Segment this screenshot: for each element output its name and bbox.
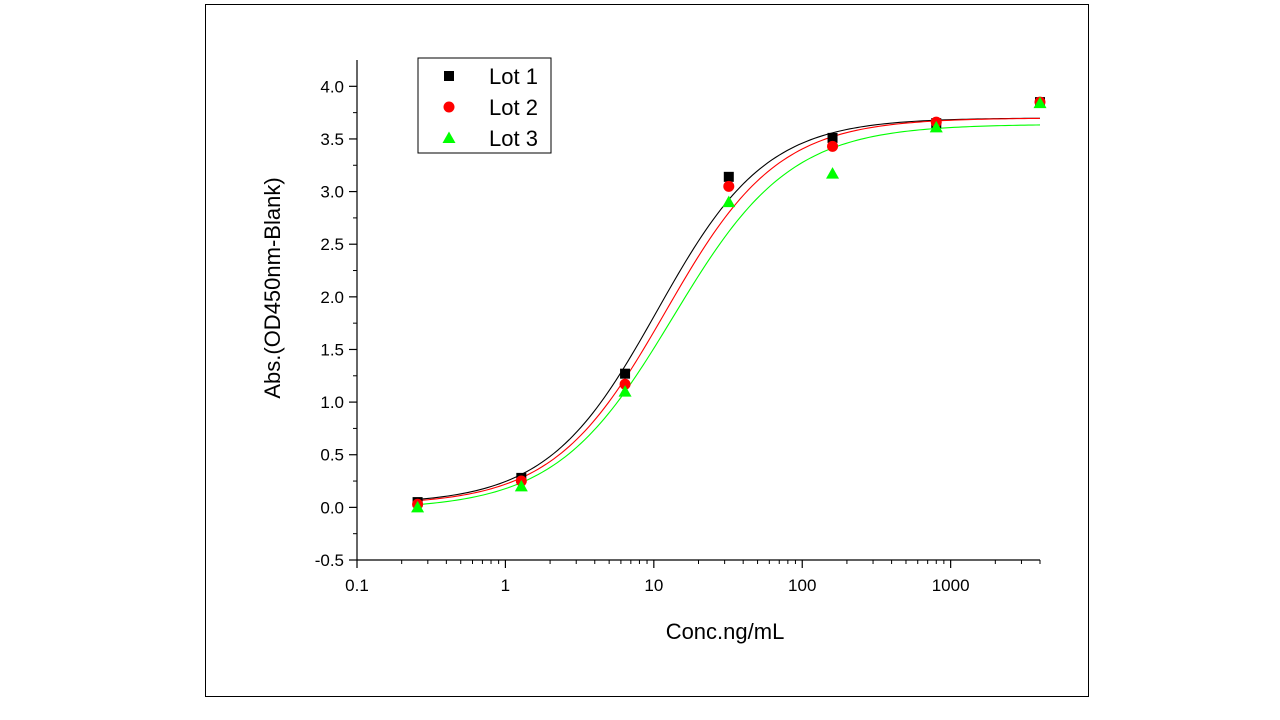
data-point-lot-2 — [619, 378, 631, 390]
data-point-lot-3 — [722, 195, 736, 208]
data-point-lot-3 — [618, 385, 632, 397]
legend: Lot 1 Lot 2 Lot 3 — [417, 57, 552, 154]
y-tick-label: 2.0 — [320, 288, 344, 307]
legend-label-lot-1: Lot 1 — [489, 64, 538, 89]
legend-marker-lot-3 — [442, 131, 456, 143]
y-tick-label: 2.5 — [320, 235, 344, 254]
x-tick-label: 1 — [501, 576, 510, 595]
y-tick-label: 3.5 — [320, 130, 344, 149]
y-tick-label: 3.0 — [320, 183, 344, 202]
y-tick-label: -0.5 — [315, 551, 344, 570]
x-tick-label: 0.1 — [345, 576, 369, 595]
legend-marker-lot-2 — [443, 101, 455, 113]
data-markers — [411, 96, 1047, 513]
y-tick-label: 1.5 — [320, 340, 344, 359]
x-axis-title: Conc.ng/mL — [666, 619, 785, 644]
axes: 0.1 1 10 100 1000 -0.5 0.0 0.5 1.0 1.5 2.0 2.5 3.0 3.… — [315, 60, 1041, 595]
data-point-lot-1 — [723, 171, 734, 182]
x-tick-label: 100 — [788, 576, 816, 595]
legend-marker-lot-1 — [444, 71, 454, 81]
data-point-lot-1 — [620, 368, 631, 379]
data-point-lot-2 — [827, 140, 839, 152]
legend-box — [417, 57, 552, 154]
y-tick-label: 4.0 — [320, 77, 344, 96]
x-tick-label: 10 — [644, 576, 663, 595]
data-point-lot-3 — [826, 167, 840, 179]
y-axis-title: Abs.(OD450nm-Blank) — [260, 177, 285, 398]
y-tick-label: 0.0 — [320, 498, 344, 517]
y-tick-label: 0.5 — [320, 446, 344, 465]
legend-label-lot-2: Lot 2 — [489, 95, 538, 120]
data-point-lot-3 — [411, 500, 425, 513]
figure-frame — [205, 4, 1089, 697]
y-tick-label: 1.0 — [320, 393, 344, 412]
data-point-lot-3 — [929, 120, 943, 133]
data-point-lot-1 — [827, 132, 838, 143]
x-tick-label: 1000 — [932, 576, 970, 595]
data-point-lot-3 — [514, 479, 528, 492]
legend-label-lot-3: Lot 3 — [489, 126, 538, 151]
data-point-lot-3 — [1033, 96, 1047, 109]
data-point-lot-2 — [723, 180, 735, 192]
